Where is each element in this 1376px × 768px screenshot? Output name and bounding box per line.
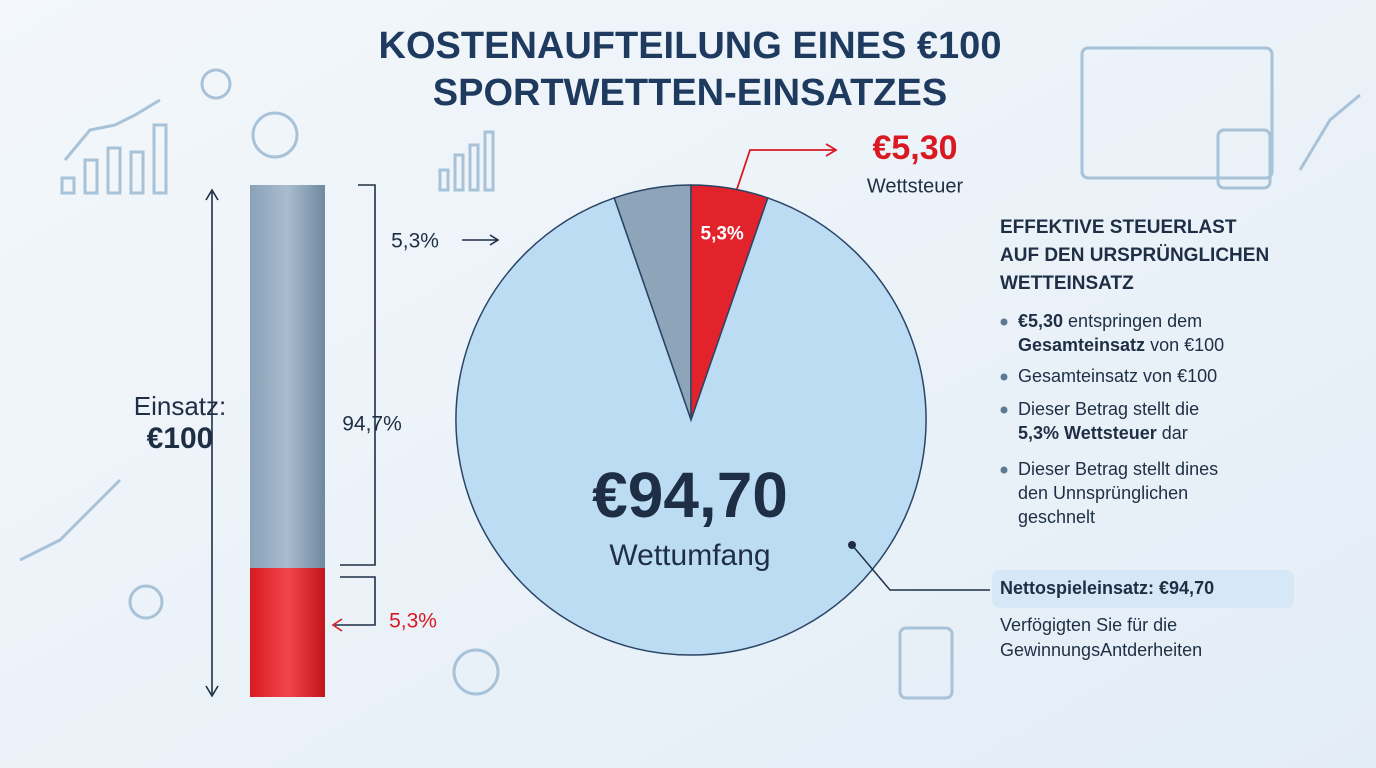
net-box [992,570,1294,608]
bullet-dot [1000,466,1008,474]
pie-amount: €94,70 [592,459,788,531]
panel: EFFEKTIVE STEUERLAST AUF DEN URSPRÜNGLICH… [1000,217,1269,527]
bullet-line: €5,30 entspringen dem [1018,311,1202,331]
bullet-run: €5,30 [1018,311,1063,331]
bar-label: 94,7% [342,413,402,436]
stake-amount: €100 [147,422,214,455]
pointer-dot [848,541,856,549]
bullet-line: geschnelt [1018,507,1095,527]
bullet-run: 5,3% Wettsteuer [1018,423,1157,443]
bullet-line: Gesamteinsatz von €100 [1018,335,1224,355]
bullet-run: Dieser Betrag stellt die [1018,399,1199,419]
bullet-line: Dieser Betrag stellt die [1018,399,1199,419]
slice-label: 5,3% [701,224,744,245]
bar-upper [250,185,325,568]
bar-callout: 5,3% [391,230,439,253]
callout-amount: €5,30 [872,129,957,167]
callout-arrow [734,143,838,196]
panel-heading: EFFEKTIVE STEUERLAST [1000,217,1237,238]
callout-label: Wettsteuer [867,175,964,197]
panel-heading: WETTEINSATZ [1000,273,1134,294]
bullet-run: den Unnsprünglichen [1018,483,1188,503]
bullet-line: Gesamteinsatz von €100 [1018,366,1217,386]
stake-label: Einsatz: [134,391,227,421]
note: Verfögigten Sie für die [1000,615,1177,635]
bullet-run: Gesamteinsatz [1018,335,1145,355]
decor [19,46,1361,700]
bullet-line: den Unnsprünglichen [1018,483,1188,503]
title: SPORTWETTEN-EINSATZES [433,72,947,114]
note: GewinnungsAntderheiten [1000,640,1202,660]
pie-slice [455,196,927,656]
bullet-line: Dieser Betrag stellt dines [1018,459,1218,479]
bullet-run: entspringen dem [1063,311,1202,331]
bullet-line: 5,3% Wettsteuer dar [1018,423,1188,443]
bullet-run: dar [1157,423,1188,443]
bullet-run: von €100 [1145,335,1224,355]
bar-label: 5,3% [389,610,437,633]
bullet-run: Gesamteinsatz von €100 [1018,366,1217,386]
pie: 5,3% [455,184,927,656]
title: KOSTENAUFTEILUNG EINES €100 [379,25,1002,67]
panel-heading: AUF DEN URSPRÜNGLICHEN [1000,245,1269,266]
bar-lower [250,568,325,697]
net-box-text: Nettospieleinsatz: €94,70 [1000,578,1214,598]
bar-guides [205,184,500,698]
bullet-dot [1000,318,1008,326]
bullet-run: geschnelt [1018,507,1095,527]
bullet-run: Dieser Betrag stellt dines [1018,459,1218,479]
bullet-dot [1000,373,1008,381]
pie-label: Wettumfang [609,539,770,572]
bullet-dot [1000,406,1008,414]
pie-pointer [851,544,990,591]
